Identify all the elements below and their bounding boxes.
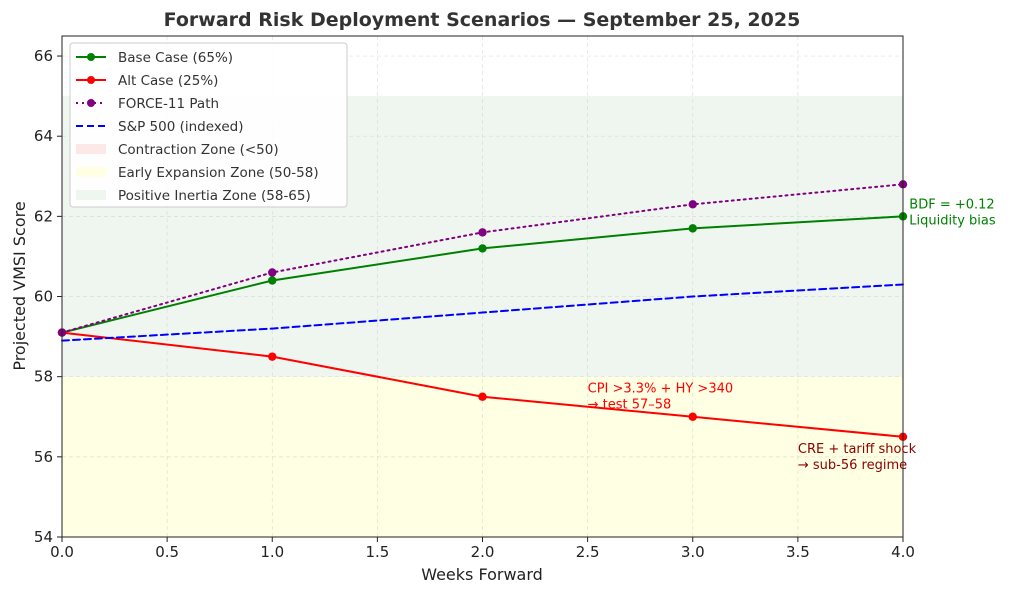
legend-box <box>69 42 348 208</box>
annotation-text: CPI >3.3% + HY >340 <box>588 382 734 397</box>
legend-marker <box>87 99 95 107</box>
legend-marker <box>87 53 95 61</box>
y-tick-label: 62 <box>34 207 53 225</box>
annotation-text: CRE + tariff shock <box>798 442 917 457</box>
x-tick-label: 3.5 <box>786 543 810 561</box>
x-tick-label: 3.0 <box>681 543 705 561</box>
annotation-text: → test 57–58 <box>588 398 672 413</box>
legend-label: Early Expansion Zone (50-58) <box>118 165 319 181</box>
annotation-text: BDF = +0.12 <box>909 197 994 212</box>
data-point <box>688 412 697 421</box>
x-tick-label: 0.5 <box>155 543 179 561</box>
legend-label: Alt Case (25%) <box>118 73 218 89</box>
y-tick-label: 58 <box>34 368 53 386</box>
legend-swatch <box>76 144 106 154</box>
data-point <box>478 392 487 401</box>
y-tick-label: 56 <box>34 448 53 466</box>
x-tick-label: 1.5 <box>365 543 389 561</box>
legend-swatch <box>76 190 106 200</box>
data-point <box>478 228 487 237</box>
y-tick-label: 64 <box>34 127 53 145</box>
x-tick-label: 2.0 <box>471 543 495 561</box>
legend-label: FORCE-11 Path <box>118 96 219 112</box>
series-line-3 <box>61 283 904 342</box>
legend-marker <box>87 76 95 84</box>
x-tick-label: 1.0 <box>260 543 284 561</box>
data-point <box>268 276 277 285</box>
data-point <box>688 200 697 209</box>
x-tick-label: 0.0 <box>50 543 74 561</box>
annotation-text: → sub-56 regime <box>798 458 907 473</box>
legend: Base Case (65%) Alt Case (25%) FORCE-11 Pa… <box>69 42 348 208</box>
data-point <box>268 352 277 361</box>
data-point <box>478 244 487 253</box>
annotation-text: Liquidity bias <box>909 213 996 228</box>
y-tick-label: 54 <box>34 528 53 546</box>
y-tick-label: 66 <box>34 47 53 65</box>
legend-label: Base Case (65%) <box>118 50 233 66</box>
chart-title: Forward Risk Deployment Scenarios — Sept… <box>164 9 801 31</box>
legend-swatch <box>76 167 106 177</box>
data-point <box>268 268 277 277</box>
legend-label: Positive Inertia Zone (58-65) <box>118 188 311 204</box>
legend-label: Contraction Zone (<50) <box>118 142 279 158</box>
data-point <box>688 224 697 233</box>
x-tick-label: 4.0 <box>891 543 915 561</box>
y-tick-label: 60 <box>34 288 53 306</box>
x-axis-label: Weeks Forward <box>421 565 543 584</box>
legend-label: S&P 500 (indexed) <box>118 119 244 135</box>
y-axis-label: Projected VMSI Score <box>10 201 29 370</box>
x-tick-label: 2.5 <box>576 543 600 561</box>
